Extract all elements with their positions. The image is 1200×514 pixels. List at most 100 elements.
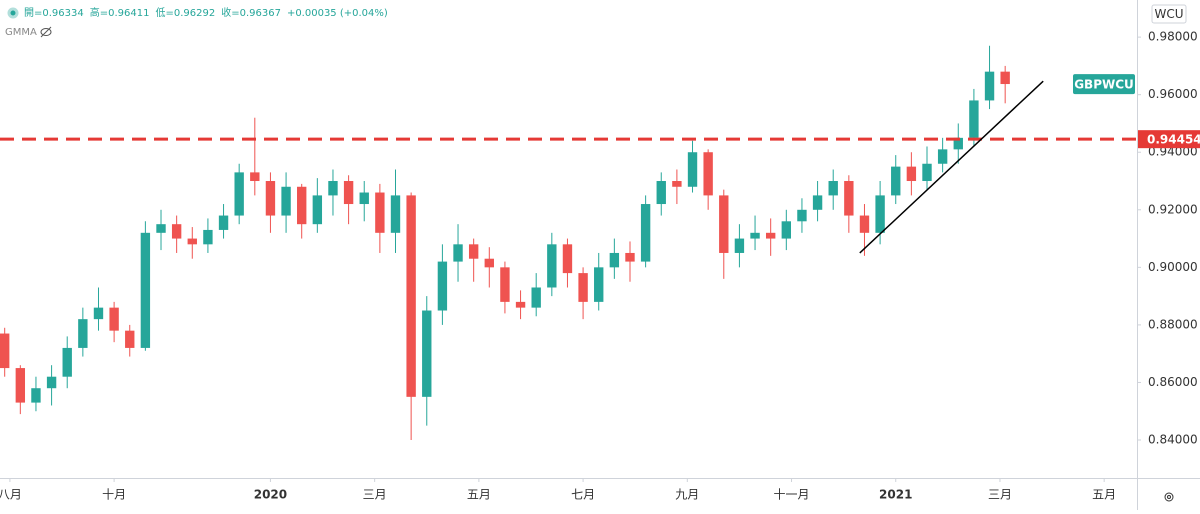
x-tick-label: 七月 <box>571 488 595 502</box>
y-tick-label: 0.86000 <box>1148 375 1198 389</box>
candle-body <box>719 195 729 253</box>
symbol-label: GBPWCU <box>1074 78 1134 92</box>
y-tick-label: 0.92000 <box>1148 202 1198 216</box>
y-tick-label: 0.98000 <box>1148 30 1198 44</box>
candle-body <box>531 287 541 308</box>
candle-body <box>906 166 917 182</box>
candle-body <box>937 149 948 164</box>
candle-body <box>859 215 870 233</box>
candle-body <box>390 195 401 233</box>
candle-body <box>312 195 323 225</box>
x-tick-label: 五月 <box>467 488 491 502</box>
candle-body <box>46 376 57 389</box>
y-tick-label: 0.84000 <box>1148 433 1198 447</box>
scale-box[interactable] <box>1151 4 1187 24</box>
indicator-name[interactable]: GMMA <box>5 27 37 38</box>
trend-line <box>859 80 1044 254</box>
candle-body <box>15 368 26 403</box>
candle-body <box>187 238 197 245</box>
candle-body <box>656 181 666 205</box>
settings-icon[interactable] <box>1164 492 1174 502</box>
x-tick-label: 三月 <box>988 488 1012 502</box>
candle-body <box>625 252 635 262</box>
candle-body <box>1000 71 1010 85</box>
candle-body <box>125 330 135 348</box>
candle-body <box>828 181 838 196</box>
candle-body <box>93 307 104 320</box>
candle-body <box>750 232 760 239</box>
candle-body <box>218 215 229 230</box>
candle-body <box>547 244 557 288</box>
candle-body <box>422 310 432 397</box>
candle-body <box>515 301 526 308</box>
y-tick-label: 0.88000 <box>1148 317 1198 331</box>
candle-body <box>922 163 932 182</box>
candle-body <box>578 273 588 302</box>
hide-icon[interactable] <box>40 26 52 38</box>
candle-body <box>812 195 823 210</box>
candle-body <box>594 267 604 302</box>
x-tick-label: 2020 <box>254 488 287 502</box>
candle-body <box>562 244 573 274</box>
candle-body <box>0 333 10 369</box>
candle-body <box>797 209 807 222</box>
header-item: +0.00035 (+0.04%) <box>287 8 388 19</box>
status-dot <box>7 7 19 19</box>
header-item: 高=0.96411 <box>90 6 150 19</box>
candle-body <box>297 186 307 225</box>
candle-body <box>781 221 792 239</box>
x-tick-label: 十月 <box>102 488 126 502</box>
candle-body <box>140 232 151 348</box>
header-item: 開=0.96334 <box>24 7 84 19</box>
candle-body <box>640 204 651 262</box>
x-tick-label: 三月 <box>363 488 387 502</box>
candle-body <box>734 238 745 253</box>
candle-body <box>265 181 276 216</box>
candle-body <box>328 181 338 196</box>
candle-body <box>468 244 479 259</box>
x-tick-label: 2021 <box>879 488 912 502</box>
header-item: 低=0.96292 <box>155 6 215 19</box>
x-tick-label: 九月 <box>675 488 699 502</box>
candle-body <box>703 152 713 196</box>
y-tick-label: 0.96000 <box>1148 87 1198 101</box>
candle-body <box>406 195 416 397</box>
candle-body <box>62 347 72 377</box>
y-tick-label: 0.94000 <box>1148 145 1198 159</box>
candle-body <box>687 152 698 187</box>
candle-body <box>844 181 854 216</box>
candle-body <box>484 258 494 268</box>
candle-body <box>156 224 166 233</box>
level-label: 0.94454 <box>1147 133 1200 147</box>
candle-body <box>203 229 213 245</box>
y-tick-label: 0.90000 <box>1148 260 1198 274</box>
header-item: 收=0.96367 <box>221 6 281 19</box>
candle-body <box>109 307 119 331</box>
candle-body <box>281 186 291 216</box>
candle-body <box>984 71 995 101</box>
candle-body <box>765 232 776 239</box>
x-tick-label: 五月 <box>1092 488 1116 502</box>
level-tag <box>1138 130 1200 149</box>
x-tick-label: 八月 <box>0 488 22 502</box>
candle-body <box>609 252 620 268</box>
candle-body <box>672 181 682 187</box>
candle-body <box>78 319 88 348</box>
scale-label[interactable]: WCU <box>1154 7 1183 21</box>
legend-header: 開=0.96334 高=0.96411 低=0.96292 收=0.96367 +0.0… <box>24 6 388 19</box>
candle-body <box>375 192 385 233</box>
candle-body <box>969 100 979 138</box>
symbol-tag <box>1073 74 1135 95</box>
candle-body <box>500 267 510 302</box>
candle-body <box>343 181 354 205</box>
candle-body <box>891 166 901 196</box>
candle-body <box>953 137 963 150</box>
candle-body <box>171 224 182 239</box>
candle-body <box>453 244 463 262</box>
candle-body <box>234 172 244 216</box>
candle-body <box>359 192 369 205</box>
candle-body <box>31 388 41 403</box>
